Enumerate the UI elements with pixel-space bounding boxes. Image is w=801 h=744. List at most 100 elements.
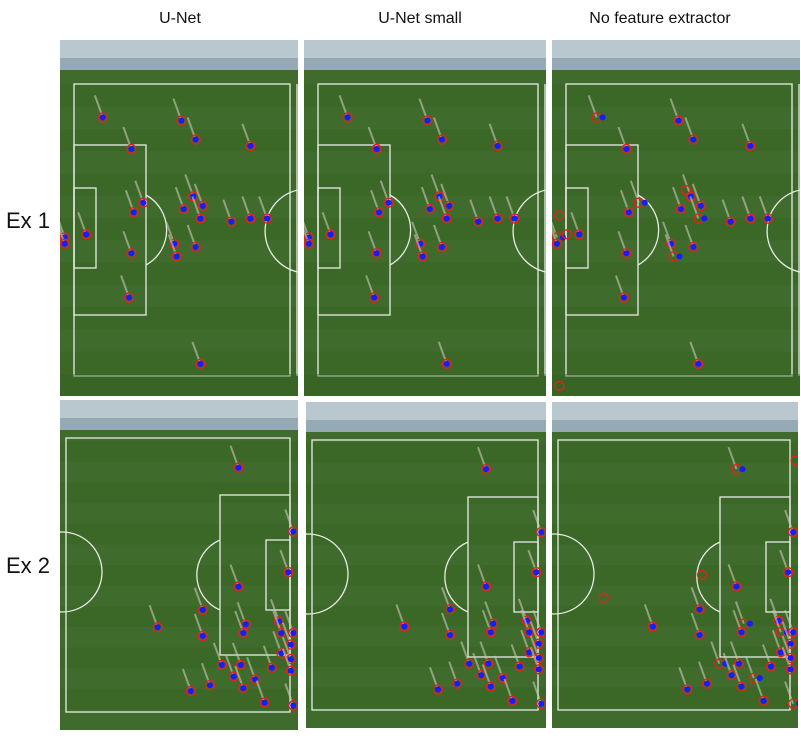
- ground-truth-ring: [731, 581, 742, 592]
- ground-truth-ring: [733, 658, 745, 669]
- prediction-dot: [376, 209, 383, 216]
- ground-truth-ring: [463, 658, 475, 669]
- ground-truth-ring: [675, 203, 687, 215]
- prediction-dot: [230, 673, 237, 680]
- prediction-dot: [747, 215, 754, 222]
- ground-truth-ring: [533, 664, 545, 675]
- prediction-dot: [777, 649, 784, 656]
- prediction-dot: [290, 630, 297, 636]
- prediction-dot: [385, 199, 392, 206]
- prediction-dot: [735, 660, 742, 667]
- ground-truth-ring: [266, 662, 278, 673]
- ground-truth-ring: [785, 664, 796, 675]
- prediction-dot: [199, 606, 206, 613]
- ground-truth-ring: [787, 526, 798, 538]
- pitch-panel-ex1-no-feature-extractor: [552, 40, 800, 396]
- prediction-dot: [511, 215, 518, 222]
- pitch-drawing: [60, 40, 298, 396]
- ground-truth-ring: [552, 238, 563, 249]
- prediction-dot: [305, 240, 312, 247]
- ground-truth-ring: [226, 216, 237, 227]
- ground-truth-ring: [195, 358, 206, 370]
- prediction-dot: [475, 218, 482, 225]
- pitch-drawing: [552, 40, 800, 396]
- ground-truth-ring: [441, 213, 452, 224]
- ground-truth-ring: [561, 229, 573, 240]
- prediction-dot: [83, 231, 90, 238]
- ground-truth-ring: [197, 604, 209, 616]
- prediction-dot: [218, 661, 225, 668]
- ground-truth-ring: [787, 627, 798, 638]
- prediction-dot: [228, 218, 235, 225]
- ground-truth-ring: [171, 251, 182, 262]
- ground-truth-ring: [497, 672, 509, 684]
- prediction-dot: [676, 253, 683, 260]
- prediction-dot: [235, 464, 242, 471]
- pitch-drawing: [60, 400, 298, 730]
- column-title-unet: U-Net: [159, 10, 201, 27]
- ground-truth-ring: [762, 213, 773, 224]
- ground-truth-ring: [238, 627, 249, 639]
- prediction-dot: [344, 114, 351, 121]
- prediction-dot: [240, 685, 247, 692]
- prediction-dot: [173, 253, 180, 260]
- ground-truth-ring: [60, 238, 70, 249]
- prediction-dot: [126, 294, 133, 301]
- prediction-dot: [760, 697, 767, 704]
- ground-truth-ring: [782, 566, 794, 578]
- ground-truth-ring: [138, 197, 149, 208]
- ground-truth-ring: [441, 358, 452, 370]
- prediction-dot: [264, 215, 271, 222]
- prediction-dot: [247, 215, 254, 222]
- ground-truth-ring: [523, 647, 535, 658]
- prediction-dot: [675, 117, 682, 124]
- prediction-dot: [690, 243, 697, 250]
- prediction-dot: [206, 682, 213, 689]
- prediction-dot: [247, 142, 254, 149]
- ground-truth-ring: [97, 112, 109, 123]
- prediction-dot: [237, 661, 244, 668]
- ground-truth-ring: [304, 238, 315, 249]
- ground-truth-ring: [444, 629, 456, 641]
- prediction-dot: [796, 700, 798, 707]
- prediction-dot: [733, 583, 740, 590]
- prediction-dot: [516, 663, 523, 670]
- ground-truth-ring: [123, 292, 135, 303]
- prediction-dot: [787, 640, 794, 647]
- prediction-dot: [242, 621, 249, 628]
- ground-truth-ring: [531, 566, 542, 578]
- pitch-drawing: [304, 40, 546, 396]
- prediction-dot: [128, 250, 135, 257]
- ground-truth-ring: [682, 684, 693, 695]
- prediction-dot: [677, 206, 684, 213]
- ground-truth-ring: [288, 526, 298, 537]
- ground-truth-ring: [758, 695, 769, 707]
- ground-truth-ring: [288, 700, 298, 711]
- row-label-ex1: Ex 1: [6, 208, 51, 233]
- prediction-dot: [192, 136, 199, 143]
- ground-truth-ring: [509, 213, 520, 224]
- ground-truth-ring: [647, 621, 659, 632]
- prediction-dot: [494, 215, 501, 222]
- ground-truth-ring: [233, 581, 244, 592]
- prediction-dot: [696, 606, 703, 613]
- prediction-dot: [727, 218, 734, 225]
- prediction-dot: [419, 253, 426, 260]
- ground-truth-ring: [399, 621, 410, 632]
- ground-truth-ring: [673, 115, 684, 126]
- ground-truth-ring: [422, 115, 433, 126]
- ground-truth-ring: [680, 184, 692, 196]
- ground-truth-ring: [233, 462, 244, 473]
- ground-truth-ring: [197, 630, 209, 642]
- ground-truth-ring: [621, 248, 632, 259]
- row-label-ex2: Ex 2: [6, 553, 51, 578]
- ground-truth-ring: [238, 682, 249, 694]
- prediction-dot: [285, 569, 292, 576]
- ground-truth-ring: [436, 134, 448, 145]
- column-title-no-feature-extractor: No feature extractor: [589, 10, 731, 27]
- prediction-dot: [485, 660, 492, 667]
- ground-truth-ring: [80, 229, 92, 240]
- ground-truth-ring: [745, 140, 756, 152]
- prediction-dot: [576, 231, 583, 238]
- ground-truth-ring: [371, 143, 382, 155]
